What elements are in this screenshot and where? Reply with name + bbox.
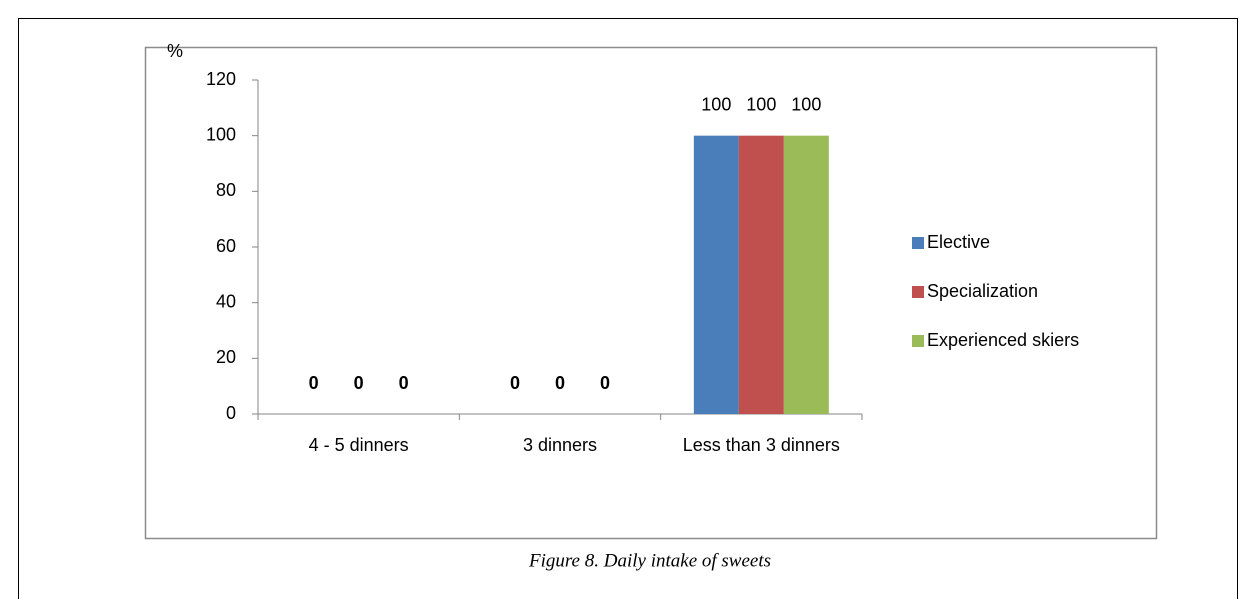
data-label: 0 [354,373,364,393]
legend-swatch [912,237,924,249]
data-label: 100 [791,94,821,114]
y-tick-label: 80 [216,180,236,200]
y-tick-label: 40 [216,291,236,311]
legend-swatch [912,335,924,347]
bar [693,135,739,414]
data-label: 0 [399,373,409,393]
x-tick-label: Less than 3 dinners [682,435,840,455]
legend-label: Elective [927,232,990,252]
data-label: 0 [600,373,610,393]
legend-swatch [912,286,924,298]
page-border [18,18,1238,599]
legend-label: Experienced skiers [927,330,1079,350]
data-label: 0 [309,373,319,393]
y-tick-label: 20 [216,347,236,367]
data-label: 0 [510,373,520,393]
bar [738,135,784,414]
data-label: 100 [701,94,731,114]
x-tick-label: 3 dinners [522,435,598,455]
data-label: 100 [746,94,776,114]
y-tick-label: 100 [206,124,236,144]
y-axis-label: % [167,41,183,61]
data-label: 0 [555,373,565,393]
legend-label: Specialization [927,281,1038,301]
bar [783,135,829,414]
caption: Figure 8. Daily intake of sweets [528,550,771,571]
y-tick-label: 0 [226,403,236,423]
y-tick-label: 120 [206,69,236,89]
x-tick-label: 4 - 5 dinners [308,435,409,455]
chart-border [144,46,1158,540]
y-tick-label: 60 [216,236,236,256]
